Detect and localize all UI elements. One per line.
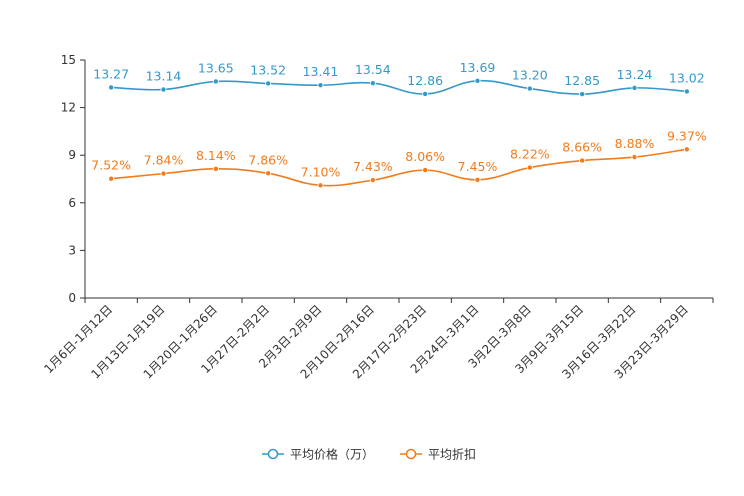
legend-marker-icon [405, 448, 417, 460]
data-label: 7.43% [353, 159, 393, 174]
data-label: 13.54 [355, 62, 391, 77]
data-label: 8.88% [615, 136, 655, 151]
axes: 036912151月6日-1月12日1月13日-1月19日1月20日-1月26日… [41, 53, 714, 382]
data-point[interactable] [108, 175, 115, 182]
data-label: 7.84% [144, 153, 184, 168]
data-label: 8.66% [562, 140, 602, 155]
data-label: 9.37% [667, 128, 707, 143]
data-label: 8.06% [405, 149, 445, 164]
data-label: 12.85 [564, 73, 600, 88]
data-point[interactable] [265, 80, 272, 87]
data-point[interactable] [317, 182, 324, 189]
series-layer: 13.27 13.14 13.65 13.52 13.41 13.54 12.86 13.69… [91, 60, 707, 189]
data-label: 12.86 [407, 73, 443, 88]
data-label: 13.14 [146, 69, 182, 84]
legend[interactable]: 平均价格（万） 平均折扣 [262, 447, 476, 462]
data-point[interactable] [265, 170, 272, 177]
y-tick-label: 3 [68, 243, 76, 257]
data-point[interactable] [474, 176, 481, 183]
data-label: 7.52% [91, 158, 131, 173]
data-point[interactable] [683, 146, 690, 153]
data-point[interactable] [108, 84, 115, 91]
data-point[interactable] [160, 170, 167, 177]
data-label: 13.41 [303, 64, 339, 79]
data-point[interactable] [526, 164, 533, 171]
y-tick-label: 0 [68, 291, 76, 305]
data-point[interactable] [579, 157, 586, 164]
data-label: 8.14% [196, 148, 236, 163]
data-label: 13.52 [250, 62, 286, 77]
data-point[interactable] [422, 90, 429, 97]
data-label: 13.20 [512, 68, 548, 83]
legend-label: 平均价格（万） [290, 447, 374, 462]
data-point[interactable] [212, 165, 219, 172]
y-tick-label: 15 [61, 53, 76, 67]
data-point[interactable] [212, 78, 219, 85]
data-label: 7.10% [301, 164, 341, 179]
series-2: 7.52% 7.84% 8.14% 7.86% 7.10% 7.43% 8.06% 7.45%… [91, 128, 707, 189]
legend-item-1[interactable]: 平均价格（万） [262, 447, 374, 462]
data-label: 13.65 [198, 60, 234, 75]
data-label: 13.02 [669, 70, 705, 85]
data-label: 13.24 [617, 67, 653, 82]
y-tick-label: 9 [68, 148, 76, 162]
series-line [111, 79, 687, 95]
data-point[interactable] [579, 91, 586, 98]
data-point[interactable] [631, 84, 638, 91]
data-label: 7.86% [248, 152, 288, 167]
data-point[interactable] [369, 80, 376, 87]
data-point[interactable] [474, 77, 481, 84]
y-tick-label: 12 [61, 101, 76, 115]
series-line [111, 148, 687, 187]
data-point[interactable] [160, 86, 167, 93]
legend-marker-icon [267, 448, 279, 460]
data-label: 13.69 [460, 60, 496, 75]
y-tick-label: 6 [68, 196, 76, 210]
series-1: 13.27 13.14 13.65 13.52 13.41 13.54 12.86 13.69… [93, 60, 705, 98]
legend-label: 平均折扣 [428, 447, 476, 462]
data-label: 13.27 [93, 66, 129, 81]
data-label: 8.22% [510, 147, 550, 162]
data-point[interactable] [631, 154, 638, 161]
data-point[interactable] [369, 177, 376, 184]
legend-item-2[interactable]: 平均折扣 [400, 447, 476, 462]
data-label: 7.45% [458, 159, 498, 174]
data-point[interactable] [526, 85, 533, 92]
data-point[interactable] [422, 167, 429, 174]
data-point[interactable] [683, 88, 690, 95]
data-point[interactable] [317, 82, 324, 89]
